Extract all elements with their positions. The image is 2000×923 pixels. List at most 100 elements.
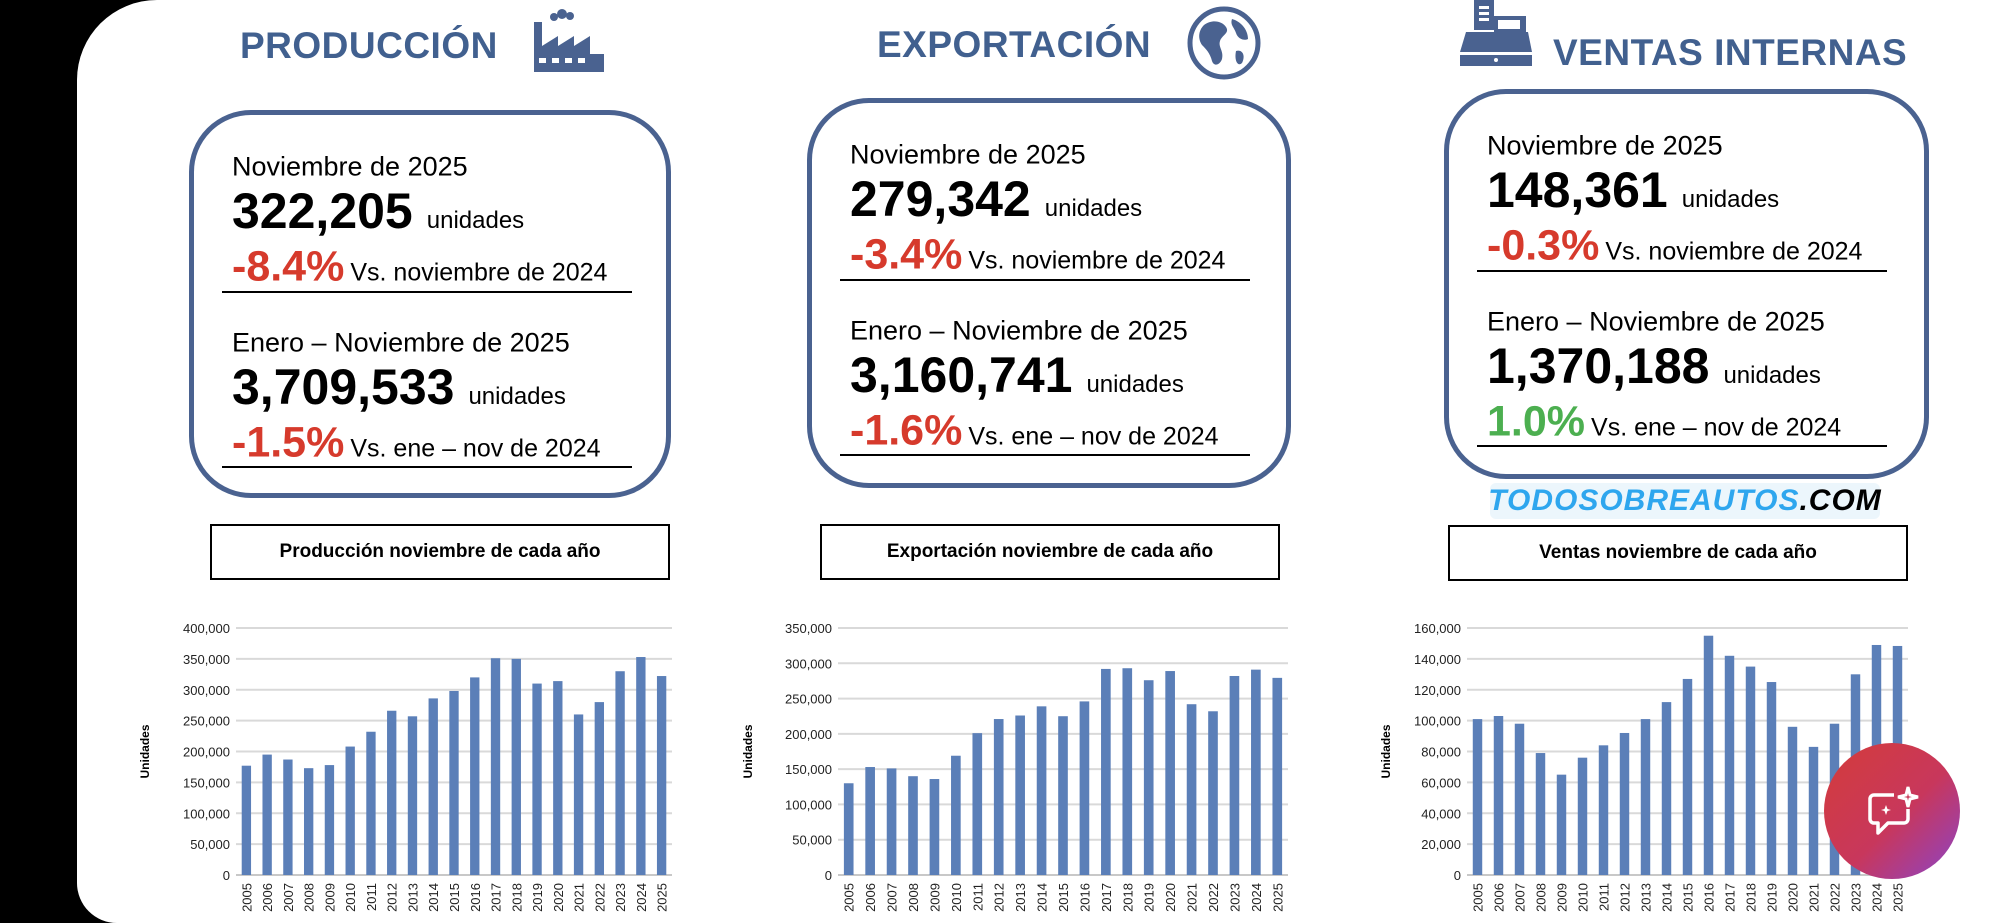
ytd-value-number: 3,160,741 [850,347,1073,403]
bar-2005 [843,783,854,875]
bar-2020 [1787,726,1798,875]
x-tick-label: 2020 [1163,883,1178,912]
bar-2021 [573,714,584,875]
section-title-ventas: VENTAS INTERNAS [1553,32,1908,73]
ytd-value: 3,709,533 unidades [232,358,566,416]
month-change-percent: -3.4% [850,230,963,279]
bar-2019 [1143,680,1154,875]
x-tick-label: 2019 [530,883,545,912]
bar-2021 [1808,746,1819,875]
x-tick-label: 2025 [1270,883,1285,912]
stats-card-exportacion: Noviembre de 2025 279,342 unidades -3.4% V… [807,98,1291,488]
x-tick-label: 2017 [1723,883,1738,912]
x-tick-label: 2012 [1618,883,1633,912]
x-tick-label: 2014 [1035,883,1050,912]
bar-2014 [428,698,438,875]
x-tick-label: 2010 [949,883,964,912]
month-value: 148,361 unidades [1487,161,1779,219]
x-tick-label: 2016 [1077,883,1092,912]
x-tick-label: 2010 [343,883,358,912]
x-tick-label: 2015 [1056,883,1071,912]
x-tick-label: 2008 [302,883,317,912]
y-tick-label: 50,000 [190,837,230,852]
y-tick-label: 0 [825,868,832,883]
bar-2017 [490,658,501,875]
chart-title-exportacion: Exportación noviembre de cada año [820,524,1280,580]
y-tick-label: 200,000 [785,727,832,742]
x-tick-label: 2021 [572,883,587,912]
x-tick-label: 2018 [1120,883,1135,912]
ytd-label: Enero – Noviembre de 2025 [232,327,570,358]
bar-2016 [470,677,480,875]
y-tick-label: 300,000 [183,683,230,698]
bar-2010 [1577,757,1588,875]
bar-2006 [262,754,272,875]
ytd-label: Enero – Noviembre de 2025 [850,315,1188,346]
x-tick-label: 2018 [509,883,524,912]
bar-2012 [993,719,1004,875]
x-tick-label: 2022 [592,883,607,912]
x-tick-label: 2008 [1534,883,1549,912]
divider [222,466,632,468]
x-tick-label: 2019 [1765,883,1780,912]
y-tick-label: 0 [223,868,230,883]
watermark-name: TODOSOBREAUTOS [1488,484,1800,517]
chart-title-ventas: Ventas noviembre de cada año [1448,525,1908,581]
month-change: -8.4% Vs. noviembre de 2024 [232,243,607,292]
x-tick-label: 2016 [468,883,483,912]
month-change-percent: -0.3% [1487,221,1600,270]
y-tick-label: 150,000 [183,775,230,790]
y-tick-label: 50,000 [792,833,832,848]
x-tick-label: 2015 [447,883,462,912]
bar-2022 [1208,711,1218,875]
y-tick-label: 100,000 [785,797,832,812]
bar-2006 [1493,715,1504,875]
ytd-change-percent: -1.6% [850,406,963,455]
x-tick-label: 2018 [1744,883,1759,912]
bar-2011 [972,733,983,875]
x-tick-label: 2012 [992,883,1007,912]
bar-2005 [1472,719,1483,875]
bar-2013 [1015,715,1025,875]
ytd-label: Enero – Noviembre de 2025 [1487,306,1825,337]
assistant-chat-button[interactable] [1824,743,1960,879]
divider [222,291,632,293]
bar-2005 [241,765,252,875]
units-label: unidades [1086,371,1184,398]
month-change-percent: -8.4% [232,242,345,291]
x-tick-label: 2013 [1013,883,1028,912]
sparkle-chat-icon [1868,786,1919,835]
watermark-suffix: .COM [1799,484,1882,517]
units-label: unidades [426,207,525,234]
globe-icon [1187,6,1261,80]
x-tick-label: 2011 [970,883,985,911]
x-tick-label: 2005 [842,883,857,912]
x-tick-label: 2024 [634,883,649,912]
x-tick-label: 2017 [1099,883,1114,912]
x-tick-label: 2020 [551,883,566,912]
bar-2011 [1598,745,1609,875]
bar-2025 [656,676,667,875]
x-tick-label: 2012 [385,883,400,912]
bar-2012 [1619,732,1630,875]
month-compare-label: Vs. noviembre de 2024 [1605,237,1863,266]
units-label: unidades [1044,195,1143,222]
bar-2008 [303,768,314,875]
x-tick-label: 2013 [1639,883,1654,912]
month-label: Noviembre de 2025 [850,139,1086,170]
x-tick-label: 2006 [863,883,878,912]
y-tick-label: 400,000 [183,621,230,636]
x-tick-label: 2015 [1681,883,1696,912]
month-change: -3.4% Vs. noviembre de 2024 [850,231,1225,280]
bar-2017 [1724,655,1735,875]
bar-2010 [951,755,961,875]
y-axis-label: Unidades [138,724,152,778]
bar-2006 [865,767,875,875]
bar-2009 [324,765,335,875]
y-tick-label: 60,000 [1421,775,1461,790]
bar-2020 [1165,671,1175,875]
units-label: unidades [1723,362,1821,389]
bar-2009 [929,779,940,875]
x-tick-label: 2006 [1492,883,1507,912]
y-tick-label: 100,000 [1414,714,1461,729]
